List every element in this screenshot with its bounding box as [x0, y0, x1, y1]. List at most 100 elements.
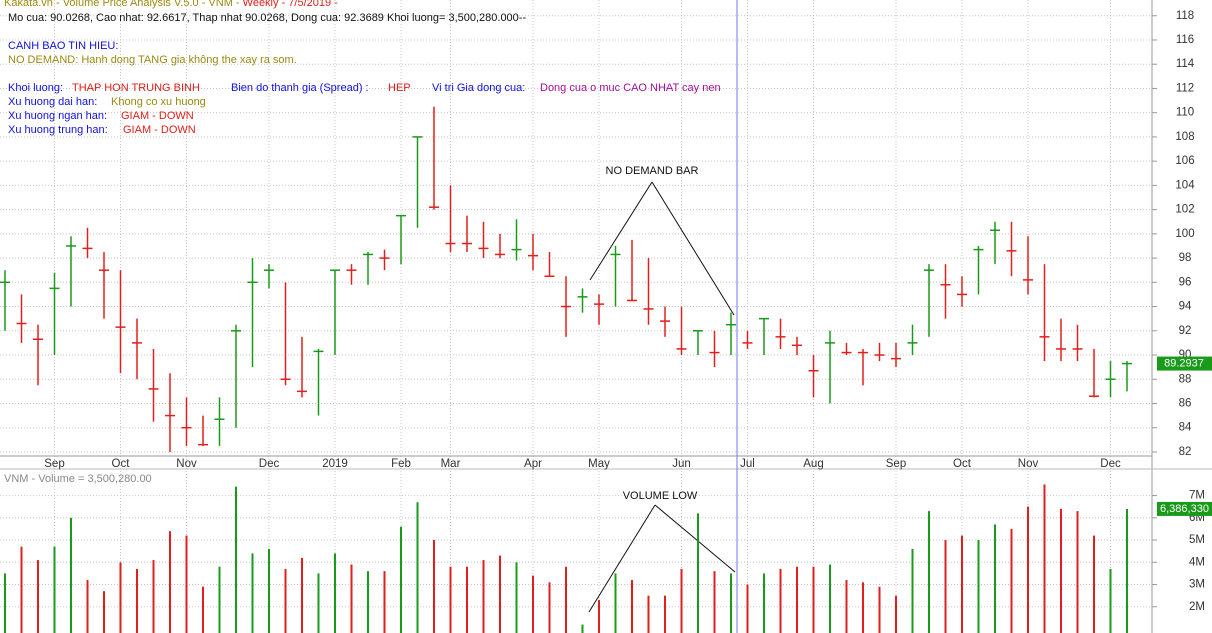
x-tick-label: Dec	[1100, 458, 1121, 470]
volume-bar	[1126, 508, 1128, 633]
last-volume-box	[1157, 501, 1212, 516]
label: Xu huong trung han:	[8, 124, 108, 136]
y-tick-label: 112	[1176, 82, 1194, 94]
volume-bar	[235, 486, 237, 633]
volume-bar	[763, 573, 765, 633]
volume-bar	[928, 511, 930, 633]
x-tick-label: 2019	[322, 458, 348, 470]
volume-bar	[284, 568, 287, 633]
x-tick-label: May	[588, 458, 610, 470]
volume-bar	[449, 566, 452, 633]
x-tick-label: Sep	[886, 458, 906, 470]
y-tick-label: 104	[1175, 179, 1195, 191]
header-text: Weekly - 7/5/2019 -	[243, 0, 339, 9]
volume-bar	[994, 524, 996, 633]
volume-bar	[895, 595, 897, 633]
volume-bar	[647, 595, 650, 633]
y-tick-label: 106	[1175, 155, 1194, 167]
value: HEP	[388, 82, 411, 94]
volume-bar	[119, 562, 122, 633]
y-tick-label: 92	[1179, 325, 1192, 337]
volume-bar	[103, 591, 105, 633]
volume-bar	[268, 548, 270, 633]
x-tick-label: Jun	[672, 458, 691, 470]
y-tick-label: 118	[1176, 10, 1194, 22]
x-tick-label: Dec	[259, 458, 280, 470]
volume-bar	[614, 573, 617, 633]
volume-title: VNM - Volume = 3,500,280.00	[4, 473, 152, 485]
volume-bar	[317, 573, 320, 633]
volume-bar	[1093, 535, 1095, 633]
volume-bar	[400, 526, 402, 633]
x-tick-label: Sep	[44, 458, 64, 470]
volume-bar	[70, 517, 72, 633]
y-tick-label: 94	[1179, 301, 1192, 313]
volume-bar	[829, 564, 831, 633]
y-tick-label: 98	[1179, 252, 1192, 264]
y-tick-label: 102	[1175, 204, 1194, 216]
x-tick-label: Aug	[803, 458, 823, 470]
last-price-box	[1157, 356, 1212, 371]
volume-bar	[53, 546, 56, 633]
last-volume-label: 6,386,330	[1160, 503, 1209, 515]
last-price-label: 89.2937	[1164, 357, 1204, 369]
volume-bar	[482, 560, 485, 633]
volume-bar	[977, 540, 980, 633]
label: Khoi luong:	[8, 82, 63, 94]
y-tick-label: 3M	[1189, 579, 1205, 591]
value: THAP HON TRUNG BINH	[72, 82, 200, 94]
label: Bien do thanh gia (Spread) :	[231, 82, 369, 94]
volume-bar	[680, 568, 683, 633]
y-tick-label: 110	[1176, 107, 1194, 119]
x-tick-label: Oct	[953, 458, 972, 470]
volume-bar	[383, 571, 386, 633]
volume-bar	[136, 568, 138, 633]
volume-bar	[1076, 511, 1079, 633]
arrow	[651, 181, 735, 316]
y-tick-label: 96	[1179, 276, 1192, 288]
volume-bar	[367, 571, 369, 633]
warning-title: CANH BAO TIN HIEU:	[8, 40, 118, 52]
volume-bar	[1060, 508, 1062, 633]
volume-bar	[515, 562, 518, 633]
annotation: VOLUME LOW	[623, 490, 698, 502]
ohlc-summary: Mo cua: 90.0268, Cao nhat: 92.6617, Thap…	[8, 12, 526, 24]
header-line1: Kakata.vn - Volume Price Analysis V.5.0 …	[4, 0, 338, 9]
x-tick-label: Oct	[112, 458, 131, 470]
x-tick-label: Nov	[1018, 458, 1039, 470]
volume-bar	[565, 566, 567, 633]
volume-bar	[697, 513, 699, 633]
label: Xu huong ngan han:	[8, 110, 107, 122]
volume-bar	[251, 553, 254, 633]
volume-bar	[1010, 528, 1013, 633]
y-tick-label: 86	[1179, 398, 1192, 410]
volume-bar	[779, 568, 782, 633]
label: Xu huong dai han:	[8, 96, 97, 108]
x-tick-label: Feb	[391, 458, 411, 470]
volume-bar	[499, 555, 501, 633]
volume-bar	[169, 531, 171, 633]
volume-bar	[20, 546, 23, 633]
volume-bar	[86, 580, 89, 633]
x-tick-label: Jul	[740, 458, 755, 470]
volume-bar	[37, 560, 39, 633]
value: GIAM - DOWN	[123, 124, 196, 136]
volume-bar	[202, 586, 204, 633]
volume-bar	[301, 557, 303, 633]
annotation: NO DEMAND BAR	[606, 165, 699, 177]
volume-bar	[185, 535, 188, 633]
value: Khong co xu huong	[111, 96, 206, 108]
volume-bar	[350, 564, 353, 633]
volume-bar	[713, 571, 716, 633]
volume-bar	[631, 580, 633, 633]
volume-bar	[878, 586, 881, 633]
volume-bar	[845, 580, 848, 633]
header-text: Kakata.vn - Volume Price Analysis V.5.0 …	[4, 0, 243, 9]
y-tick-label: 4M	[1189, 556, 1205, 568]
y-tick-label: 88	[1179, 373, 1192, 385]
y-tick-label: 84	[1179, 422, 1192, 434]
volume-bar	[416, 502, 419, 633]
volume-bar	[796, 566, 798, 633]
